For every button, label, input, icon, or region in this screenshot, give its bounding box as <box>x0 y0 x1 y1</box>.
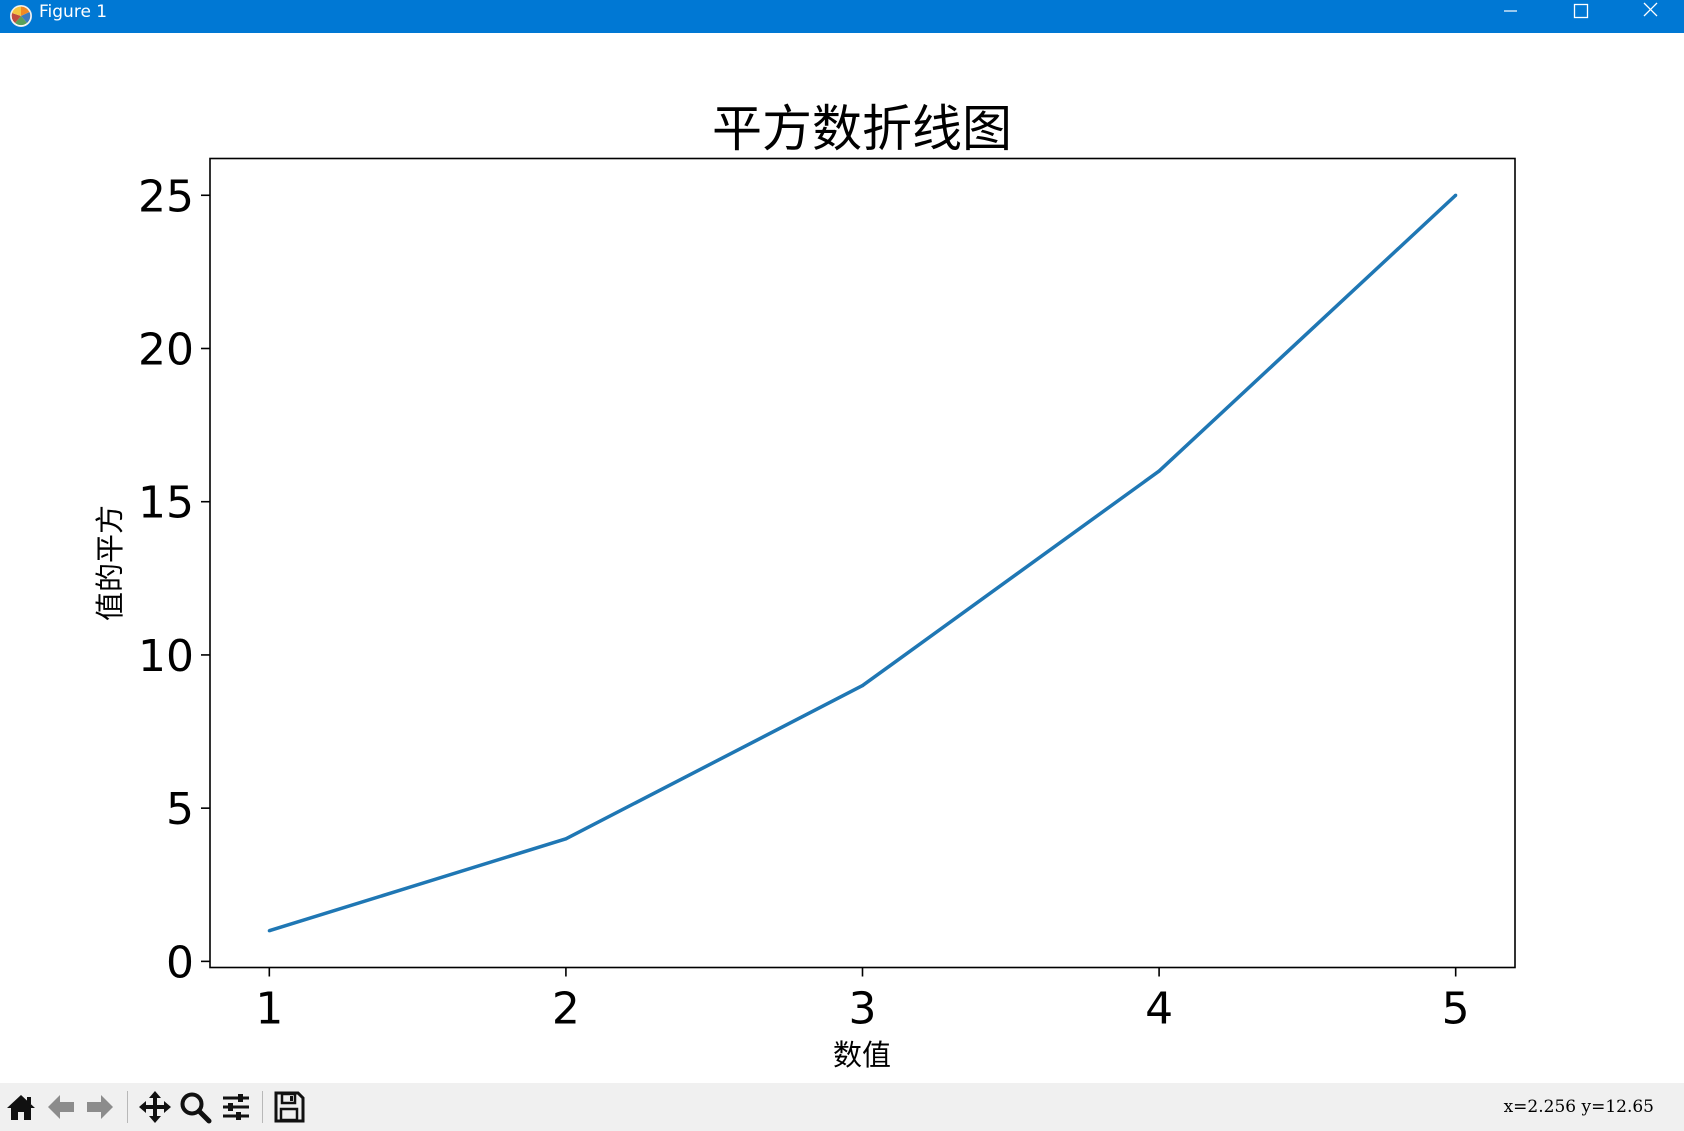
close-icon <box>1643 2 1658 17</box>
home-icon <box>7 1095 35 1120</box>
forward-button[interactable] <box>82 1089 118 1125</box>
pan-button[interactable] <box>137 1089 173 1125</box>
back-button[interactable] <box>43 1089 79 1125</box>
chart-title: 平方数折线图 <box>712 100 1012 158</box>
configure-subplots-icon <box>223 1094 249 1120</box>
x-tick-label: 5 <box>1442 984 1470 1035</box>
y-tick-label: 0 <box>166 937 194 988</box>
data-point <box>1454 193 1458 197</box>
toolbar-separator <box>262 1091 263 1123</box>
data-point <box>564 837 568 841</box>
save-button[interactable] <box>271 1089 307 1125</box>
cursor-coordinates: x=2.256 y=12.65 <box>1503 1097 1654 1117</box>
minimize-button[interactable] <box>1482 0 1542 33</box>
home-button[interactable] <box>3 1089 39 1125</box>
toolbar-separator <box>127 1091 128 1123</box>
configure-subplots-button[interactable] <box>218 1089 254 1125</box>
y-tick-label: 5 <box>166 784 194 835</box>
x-tick-label: 1 <box>255 984 283 1035</box>
pan-icon <box>139 1091 171 1123</box>
matplotlib-logo-icon <box>9 4 33 28</box>
zoom-button[interactable] <box>177 1089 213 1125</box>
axes-frame <box>209 157 1516 969</box>
y-tick-label: 10 <box>138 631 194 682</box>
save-icon <box>274 1091 305 1123</box>
y-tick-label: 15 <box>138 478 194 529</box>
data-point <box>267 929 271 933</box>
data-point <box>860 683 865 688</box>
series-line <box>268 193 1457 933</box>
maximize-icon <box>1573 3 1589 19</box>
x-tick-label: 3 <box>849 984 877 1035</box>
zoom-icon <box>180 1092 212 1124</box>
close-button[interactable] <box>1620 0 1680 33</box>
y-axis-label: 值的平方 <box>93 505 127 621</box>
data-point <box>1157 469 1161 473</box>
back-arrow-icon <box>48 1095 74 1119</box>
figure-canvas[interactable]: 平方数折线图 1 2 3 4 5 0 5 10 15 20 25 数值 值的平方 <box>0 33 1684 1083</box>
x-tick-label: 4 <box>1145 984 1173 1035</box>
maximize-button[interactable] <box>1550 0 1610 33</box>
y-tick-label: 20 <box>138 324 194 375</box>
y-tick-label: 25 <box>138 171 194 222</box>
forward-arrow-icon <box>87 1095 113 1119</box>
title-bar[interactable]: Figure 1 <box>0 0 1684 33</box>
window-title: Figure 1 <box>39 2 108 22</box>
x-axis-label: 数值 <box>833 1038 891 1072</box>
line-chart: 平方数折线图 1 2 3 4 5 0 5 10 15 20 25 数值 值的平方 <box>93 100 1516 1072</box>
minimize-icon <box>1504 10 1517 12</box>
x-tick-label: 2 <box>552 984 580 1035</box>
navigation-toolbar: x=2.256 y=12.65 <box>0 1083 1684 1131</box>
